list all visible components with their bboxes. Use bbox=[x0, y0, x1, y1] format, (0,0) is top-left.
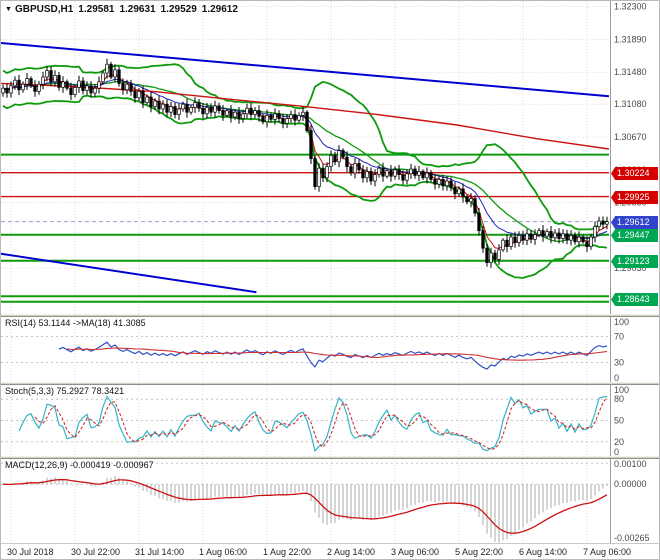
stoch-axis-label: 20 bbox=[614, 437, 624, 447]
quote-high: 1.29631 bbox=[119, 4, 156, 15]
macd-axis-label: 0.00000 bbox=[614, 479, 647, 489]
stoch-k-line bbox=[18, 395, 608, 453]
quote-open: 1.29581 bbox=[78, 4, 115, 15]
rsi-label: RSI(14) 53.1144 ->MA(18) 41.3085 bbox=[5, 318, 146, 328]
price-axis-label: 1.31890 bbox=[614, 34, 647, 44]
candles bbox=[1, 58, 609, 268]
bollinger-middle bbox=[2, 80, 608, 243]
quote-low: 1.29529 bbox=[160, 4, 197, 15]
price-marker: 1.29447 bbox=[611, 229, 658, 242]
chart-title: ▼ GBPUSD,H1 1.29581 1.29631 1.29529 1.29612 bbox=[5, 4, 238, 15]
symbol-label: GBPUSD,H1 bbox=[14, 4, 74, 15]
main-chart-canvas[interactable]: 1.32300 1.31890 1.31480 1.31080 1.30670 1.302… bbox=[1, 1, 660, 314]
price-marker: 1.29925 bbox=[611, 191, 658, 204]
price-axis-label: 1.30670 bbox=[614, 132, 647, 142]
time-axis-label: 30 Jul 22:00 bbox=[71, 547, 121, 557]
macd-canvas[interactable]: 0.00100 0.00000 -0.00265 bbox=[1, 459, 660, 543]
time-axis-label: 1 Aug 22:00 bbox=[263, 547, 312, 557]
support-resistance-lines bbox=[1, 153, 609, 303]
ema-slow bbox=[2, 78, 608, 240]
time-axis-label: 7 Aug 06:00 bbox=[583, 547, 632, 557]
rsi-ma-line bbox=[66, 347, 608, 361]
time-axis-label: 3 Aug 06:00 bbox=[391, 547, 440, 557]
rsi-axis-label: 0 bbox=[614, 373, 619, 382]
bollinger-lower bbox=[2, 94, 608, 279]
rsi-levels bbox=[1, 336, 609, 363]
rsi-axis: 100 70 30 0 bbox=[610, 317, 629, 382]
price-marker: 1.30224 bbox=[611, 167, 658, 180]
macd-panel[interactable]: 0.00100 0.00000 -0.00265 MACD(12,26,9) -0.… bbox=[1, 459, 659, 543]
macd-axis: 0.00100 0.00000 -0.00265 bbox=[610, 459, 650, 543]
price-marker: 1.29612 bbox=[611, 216, 658, 229]
price-marker: 1.28643 bbox=[611, 293, 658, 306]
time-axis-label: 6 Aug 14:00 bbox=[519, 547, 568, 557]
rsi-panel[interactable]: 100 70 30 0 RSI(14) 53.1144 ->MA(18) 41.308… bbox=[1, 317, 659, 382]
stoch-lines bbox=[18, 395, 608, 453]
time-axis-label: 30 Jul 2018 bbox=[7, 547, 54, 557]
time-axis-label: 1 Aug 06:00 bbox=[199, 547, 248, 557]
price-axis-label: 1.31480 bbox=[614, 67, 647, 77]
macd-signal bbox=[2, 478, 608, 534]
time-axis-label: 31 Jul 14:00 bbox=[135, 547, 185, 557]
stoch-axis-label: 100 bbox=[614, 385, 629, 395]
time-axis: 30 Jul 2018 30 Jul 22:00 31 Jul 14:00 1 Aug… bbox=[1, 543, 659, 559]
grid-layer bbox=[10, 317, 588, 382]
price-axis-label: 1.32300 bbox=[614, 2, 647, 12]
panel-separator[interactable] bbox=[1, 382, 659, 385]
rsi-canvas[interactable]: 100 70 30 0 bbox=[1, 317, 660, 382]
macd-histogram bbox=[6, 475, 608, 543]
macd-label: MACD(12,26,9) -0.000419 -0.000967 bbox=[5, 460, 154, 470]
panel-separator[interactable] bbox=[1, 314, 659, 317]
price-axis-label: 1.31080 bbox=[614, 99, 647, 109]
rsi-axis-label: 70 bbox=[614, 332, 624, 342]
ema-fast bbox=[2, 73, 608, 250]
stochastic-panel[interactable]: 100 80 50 20 0 Stoch(5,3,3) 75.2927 78.3421 bbox=[1, 385, 659, 456]
rsi-axis-label: 30 bbox=[614, 358, 624, 368]
stoch-levels bbox=[1, 398, 609, 443]
panel-separator[interactable] bbox=[1, 456, 659, 459]
macd-axis-label: -0.00265 bbox=[614, 533, 650, 543]
bollinger-upper bbox=[2, 63, 608, 231]
trendline bbox=[1, 252, 257, 294]
price-marker: 1.29123 bbox=[611, 255, 658, 268]
macd-axis-label: 0.00100 bbox=[614, 459, 647, 469]
time-axis-label: 5 Aug 22:00 bbox=[455, 547, 504, 557]
stoch-axis-label: 50 bbox=[614, 416, 624, 426]
trend-lines bbox=[1, 42, 610, 294]
bollinger-bands bbox=[2, 63, 608, 279]
time-axis-label: 2 Aug 14:00 bbox=[327, 547, 376, 557]
quote-close: 1.29612 bbox=[201, 4, 238, 15]
stoch-axis-label: 80 bbox=[614, 394, 624, 404]
macd-signal-line bbox=[2, 478, 608, 534]
stoch-axis-label: 0 bbox=[614, 447, 619, 456]
grid-layer bbox=[10, 459, 588, 543]
stoch-d-line bbox=[34, 396, 608, 450]
stochastic-label: Stoch(5,3,3) 75.2927 78.3421 bbox=[5, 386, 125, 396]
main-chart-panel[interactable]: 1.32300 1.31890 1.31480 1.31080 1.30670 1.302… bbox=[1, 1, 659, 314]
price-axis-label: 1.29030 bbox=[614, 263, 647, 273]
chart-arrow-icon: ▼ bbox=[5, 6, 12, 13]
trendline bbox=[1, 42, 610, 98]
rsi-lines bbox=[58, 341, 608, 370]
rsi-axis-label: 100 bbox=[614, 317, 629, 327]
